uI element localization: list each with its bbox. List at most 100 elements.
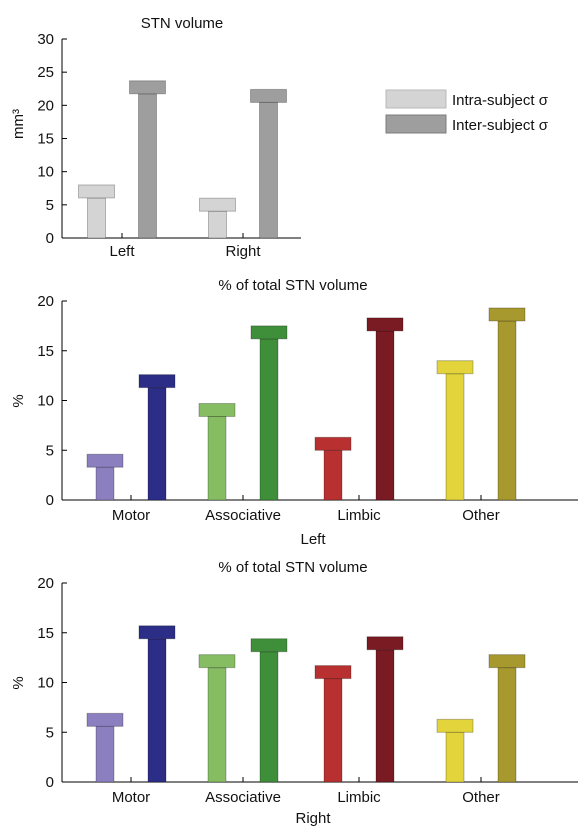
x-tick-label: Associative — [205, 507, 281, 524]
bar-stem — [147, 387, 167, 501]
legend-label-inter: Inter-subject σ — [452, 117, 549, 134]
bar-stem — [95, 725, 115, 783]
bar-cap — [436, 360, 474, 375]
bar-cap — [250, 325, 288, 340]
bar-cap — [314, 436, 352, 451]
y-tick-label: 0 — [46, 774, 54, 791]
x-tick-label: Left — [109, 243, 135, 260]
bar-cap — [488, 307, 526, 322]
y-tick-label: 30 — [37, 31, 54, 48]
y-tick-label: 20 — [37, 293, 54, 310]
y-tick-label: 0 — [46, 492, 54, 509]
legend-swatch-inter — [385, 114, 447, 134]
bar-stem — [375, 649, 395, 783]
legend: Intra-subject σ Inter-subject σ — [385, 89, 549, 134]
bar-inter-limbic — [366, 636, 404, 783]
bar-stem — [87, 197, 106, 239]
bar-stem — [207, 415, 227, 501]
bar-cap — [138, 625, 176, 640]
bar-stem — [259, 338, 279, 501]
bar-intra-motor — [86, 712, 124, 783]
y-tick-label: 15 — [37, 343, 54, 360]
y-tick-label: 5 — [46, 724, 54, 741]
bar-inter-other — [488, 307, 526, 501]
chart-stn-volume: STN volume mm³ 0 5 10 15 20 25 30 Left Right — [10, 15, 301, 260]
bar-stem — [445, 731, 465, 783]
bar-intra-motor — [86, 453, 124, 501]
bar-cap — [314, 665, 352, 680]
bar-intra-associative — [198, 654, 236, 783]
bar-cap — [198, 402, 236, 417]
bar-cap — [250, 638, 288, 653]
y-tick-label: 5 — [46, 442, 54, 459]
bar-intra-right — [199, 197, 236, 239]
x-tick-label: Limbic — [337, 789, 381, 806]
bar-intra-other — [436, 718, 474, 783]
bar-cap — [78, 184, 115, 199]
x-tick-label: Limbic — [337, 507, 381, 524]
x-tick-label: Right — [225, 243, 261, 260]
bar-inter-left — [129, 80, 166, 239]
bar-cap — [436, 718, 474, 733]
bar-cap — [488, 654, 526, 669]
x-axis-label: Left — [300, 531, 326, 548]
bar-cap — [86, 453, 124, 468]
bar-stem — [497, 320, 517, 501]
x-tick-label: Motor — [112, 789, 150, 806]
bar-stem — [138, 93, 157, 239]
y-tick-label: 5 — [46, 197, 54, 214]
x-tick-label: Other — [462, 789, 500, 806]
bar-cap — [129, 80, 166, 95]
bar-cap — [138, 374, 176, 389]
y-axis-label: % — [10, 676, 27, 689]
x-axis-label: Right — [295, 810, 331, 827]
chart-title: % of total STN volume — [218, 277, 367, 294]
bar-inter-other — [488, 654, 526, 783]
bar-intra-other — [436, 360, 474, 501]
y-tick-label: 10 — [37, 164, 54, 181]
bar-stem — [95, 466, 115, 501]
bar-intra-associative — [198, 402, 236, 501]
legend-label-intra: Intra-subject σ — [452, 92, 549, 109]
bar-intra-left — [78, 184, 115, 239]
bar-stem — [497, 667, 517, 783]
y-tick-label: 20 — [37, 97, 54, 114]
bar-inter-motor — [138, 374, 176, 501]
y-tick-label: 0 — [46, 230, 54, 247]
bar-inter-right — [250, 88, 287, 239]
y-tick-label: 10 — [37, 393, 54, 410]
bar-stem — [147, 638, 167, 783]
y-axis-label: % — [10, 394, 27, 407]
bar-inter-associative — [250, 638, 288, 783]
bar-inter-limbic — [366, 317, 404, 501]
bar-cap — [86, 712, 124, 727]
chart-title: % of total STN volume — [218, 559, 367, 576]
bar-stem — [207, 667, 227, 783]
bar-cap — [366, 317, 404, 332]
y-tick-label: 15 — [37, 131, 54, 148]
y-tick-label: 10 — [37, 675, 54, 692]
bar-cap — [250, 88, 287, 103]
bar-intra-limbic — [314, 436, 352, 501]
chart-pct-left: % of total STN volume Left % 0 5 10 15 20 Mot… — [10, 277, 578, 548]
chart-title: STN volume — [141, 15, 224, 32]
bar-inter-associative — [250, 325, 288, 501]
bar-stem — [445, 373, 465, 501]
y-tick-label: 25 — [37, 64, 54, 81]
y-tick-label: 20 — [37, 575, 54, 592]
bar-cap — [199, 197, 236, 212]
y-tick-label: 15 — [37, 625, 54, 642]
bar-inter-motor — [138, 625, 176, 783]
bar-cap — [198, 654, 236, 669]
bar-stem — [259, 101, 278, 239]
bar-stem — [208, 210, 227, 239]
x-tick-label: Other — [462, 507, 500, 524]
y-axis-label: mm³ — [10, 109, 27, 139]
legend-swatch-intra — [385, 89, 447, 109]
bar-stem — [323, 449, 343, 501]
bar-stem — [323, 678, 343, 783]
bar-stem — [375, 330, 395, 501]
x-tick-label: Motor — [112, 507, 150, 524]
chart-pct-right: % of total STN volume Right % 0 5 10 15 20 Mo… — [10, 559, 578, 827]
